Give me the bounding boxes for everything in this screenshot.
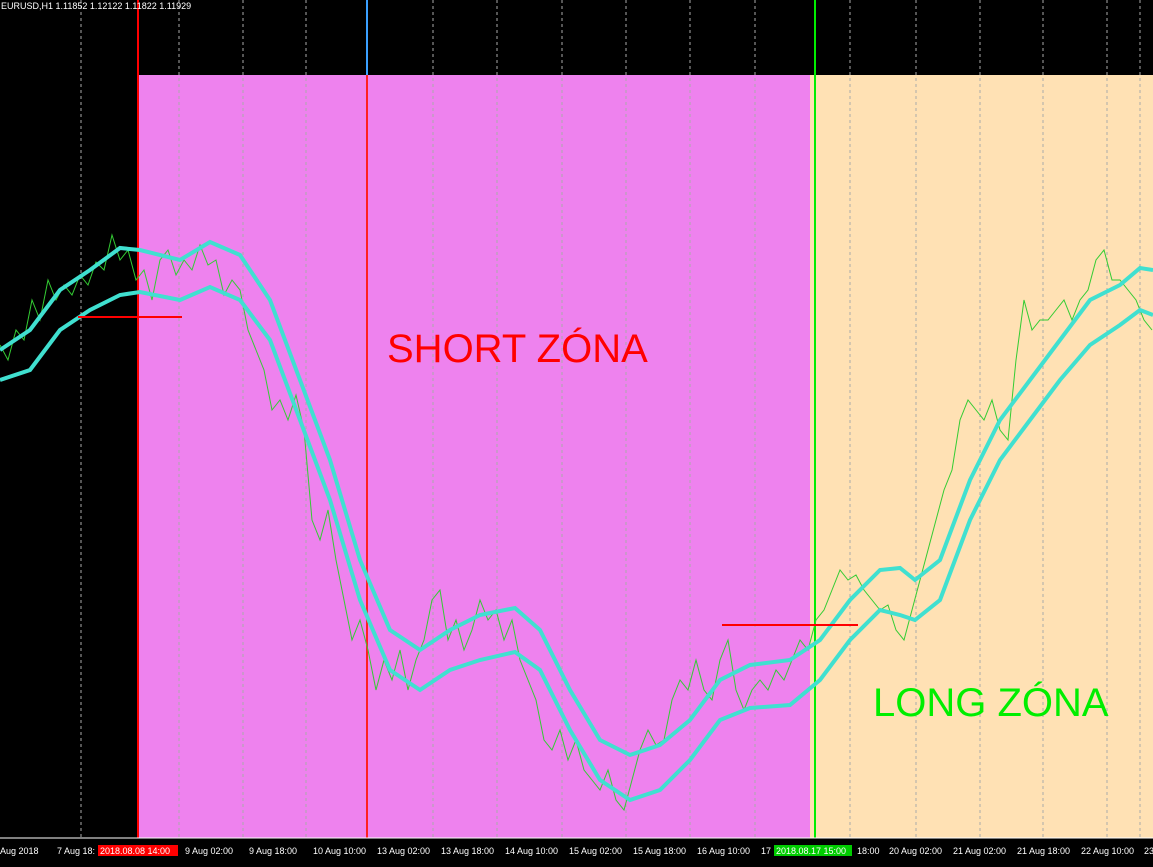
time-label: 9 Aug 02:00 [185, 846, 233, 856]
time-label: 23 [1144, 846, 1153, 856]
time-label: 22 Aug 10:00 [1081, 846, 1134, 856]
time-label: 15 Aug 18:00 [633, 846, 686, 856]
time-label: 15 Aug 02:00 [569, 846, 622, 856]
long-zone-label: LONG ZÓNA [873, 680, 1109, 725]
grid [80, 0, 1141, 838]
time-label: 10 Aug 10:00 [313, 846, 366, 856]
time-axis [0, 838, 1153, 867]
start-time: 2018.08.08 14:00 [100, 846, 170, 856]
time-label: 20 Aug 02:00 [889, 846, 942, 856]
time-label: 18:00 [857, 846, 880, 856]
time-label: 7 Aug 18: [57, 846, 95, 856]
short-zone-label: SHORT ZÓNA [387, 326, 648, 371]
symbol-info: EURUSD,H1 1.11852 1.12122 1.11822 1.1192… [1, 1, 191, 11]
time-label: 9 Aug 18:00 [249, 846, 297, 856]
time-label: 14 Aug 10:00 [505, 846, 558, 856]
end-time-box [774, 845, 852, 856]
time-label: 16 Aug 10:00 [697, 846, 750, 856]
end-time: 2018.08.17 15:00 [776, 846, 846, 856]
time-label: Aug 2018 [0, 846, 39, 856]
time-label: 21 Aug 02:00 [953, 846, 1006, 856]
lower-band [0, 284, 1153, 803]
short-zone-area [138, 75, 810, 838]
time-label: 17 [761, 846, 771, 856]
start-time-box [98, 845, 178, 856]
time-labels: Aug 2018 7 Aug 18: 9 Aug 02:00 9 Aug 18:… [0, 846, 1153, 856]
upper-band [0, 239, 1153, 758]
time-label: 21 Aug 18:00 [1017, 846, 1070, 856]
time-label: 13 Aug 02:00 [377, 846, 430, 856]
time-label: 13 Aug 18:00 [441, 846, 494, 856]
